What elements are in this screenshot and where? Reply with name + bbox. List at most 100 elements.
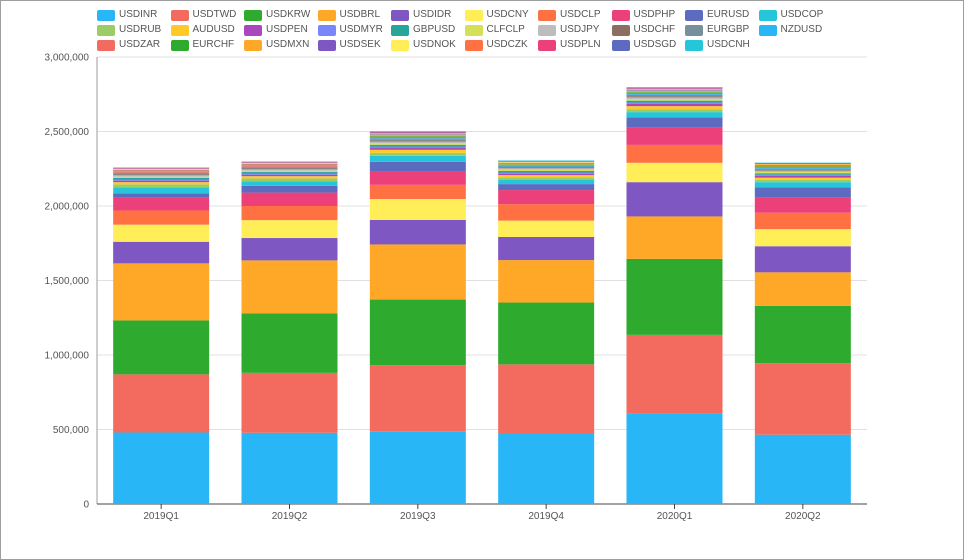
bar-segment-usdsek	[498, 162, 595, 164]
legend-label: USDCNH	[707, 39, 750, 50]
bar-segment-usdsek	[241, 163, 338, 165]
legend-label: USDJPY	[560, 24, 600, 35]
bar-segment-usdidr	[113, 241, 210, 264]
bar-segment-usdmxn	[369, 135, 466, 137]
bar-segment-eurgbp	[626, 94, 723, 97]
bar-segment-usdcny	[241, 220, 338, 239]
bar-segment-nzdusd	[754, 168, 851, 169]
bar-segment-usdkrw	[113, 320, 210, 375]
bar-segment-usdcop	[626, 112, 723, 118]
bar-segment-usdcnh	[369, 131, 466, 132]
bar-segment-usdchf	[626, 96, 723, 98]
bar-segment-clfclp	[369, 143, 466, 145]
legend-label: USDCNY	[486, 9, 529, 20]
bar-segment-usdcop	[241, 181, 338, 186]
legend-swatch	[391, 10, 409, 21]
legend-swatch	[170, 25, 189, 36]
bar-segment-usdinr	[369, 431, 466, 504]
legend-swatch	[97, 25, 115, 36]
bar-segment-usdmyr	[754, 174, 851, 176]
legend-swatch	[317, 40, 336, 51]
bar-segment-usdrub	[241, 178, 338, 182]
bar-segment-usdmxn	[113, 170, 210, 172]
legend-label: USDMXN	[266, 39, 310, 50]
bar-segment-eurgbp	[241, 167, 338, 169]
bar-segment-usdczk	[626, 88, 723, 90]
legend-swatch	[244, 25, 262, 36]
bar-segment-usdkrw	[498, 302, 595, 365]
bar-segment-usdzar	[113, 171, 210, 173]
x-tick-label: 2019Q2	[272, 511, 308, 522]
bar-segment-usdnok	[241, 163, 338, 164]
bar-segment-usdmyr	[241, 173, 338, 175]
bar-segment-usdkrw	[626, 258, 723, 335]
legend-swatch	[611, 40, 630, 51]
bar-segment-usdjpy	[626, 97, 723, 100]
bar-segment-usdnok	[113, 169, 210, 170]
bar-segment-usdmyr	[498, 172, 595, 174]
bar-segment-usdphp	[369, 171, 466, 185]
bar-segment-usdcop	[369, 155, 466, 162]
x-tick-label: 2020Q1	[657, 511, 693, 522]
bar-segment-usdnok	[498, 162, 595, 163]
bar-segment-nzdusd	[626, 94, 723, 95]
legend-swatch	[317, 25, 336, 36]
bar-segment-eurchf	[113, 171, 210, 172]
bar-segment-gbpusd	[754, 173, 851, 175]
legend-label: EURUSD	[707, 9, 750, 20]
x-tick-label: 2020Q2	[785, 511, 821, 522]
legend-swatch	[758, 25, 777, 36]
legend-label: USDPLN	[560, 39, 601, 50]
legend-label: USDKRW	[266, 9, 311, 20]
legend-swatch	[611, 25, 630, 36]
bar-segment-usdkrw	[369, 299, 466, 366]
bar-segment-eurusd	[498, 184, 595, 191]
bar-segment-eurgbp	[369, 139, 466, 141]
legend-label: EURCHF	[192, 39, 235, 50]
bar-segment-clfclp	[498, 169, 595, 171]
x-tick-label: 2019Q1	[143, 511, 179, 522]
bar-segment-usdpen	[754, 175, 851, 178]
bar-segment-usdtwd	[369, 365, 466, 432]
bar-segment-usdsek	[369, 134, 466, 136]
bar-segment-clfclp	[626, 99, 723, 101]
legend-label: USDIDR	[413, 9, 452, 20]
y-tick-label: 3,000,000	[45, 53, 90, 64]
bar-segment-gbpusd	[113, 177, 210, 180]
y-tick-label: 1,000,000	[45, 351, 90, 362]
bar-segment-usdphp	[498, 190, 595, 205]
bar-segment-usdmyr	[369, 146, 466, 149]
bar-segment-eurgbp	[754, 168, 851, 170]
legend-swatch	[244, 40, 262, 51]
y-tick-label: 0	[83, 500, 89, 511]
bar-segment-usdcop	[498, 179, 595, 185]
bar-segment-nzdusd	[498, 165, 595, 167]
bar-segment-usdcop	[113, 187, 210, 194]
legend-label: USDSGD	[633, 39, 677, 50]
legend-label: USDSEK	[339, 39, 381, 50]
bar-segment-usdzar	[369, 137, 466, 139]
bar-segment-usdzar	[754, 167, 851, 169]
legend-label: USDBRL	[339, 9, 381, 20]
bar-segment-usdsgd	[626, 87, 723, 89]
bar-segment-usdinr	[113, 432, 210, 504]
bar-segment-usdclp	[498, 204, 595, 221]
bar-segment-usdpen	[241, 174, 338, 177]
legend-label: NZDUSD	[780, 24, 823, 35]
bar-segment-clfclp	[241, 170, 338, 173]
bar-segment-usdnok	[626, 89, 723, 91]
bar-segment-usdidr	[498, 236, 595, 261]
bar-segment-usdkrw	[754, 305, 851, 364]
bar-segment-usdrub	[113, 184, 210, 188]
bar-segment-eurchf	[626, 92, 723, 93]
bar-segment-usdmxn	[498, 163, 595, 165]
bar-segment-usdbrl	[369, 244, 466, 300]
bar-segment-usdphp	[113, 197, 210, 211]
legend-label: AUDUSD	[192, 24, 235, 35]
bar-segment-usdmyr	[626, 102, 723, 104]
bar-segment-usdcny	[369, 198, 466, 220]
bar-segment-usdpen	[113, 180, 210, 183]
bar-segment-usdphp	[626, 127, 723, 145]
legend-swatch	[538, 10, 556, 21]
